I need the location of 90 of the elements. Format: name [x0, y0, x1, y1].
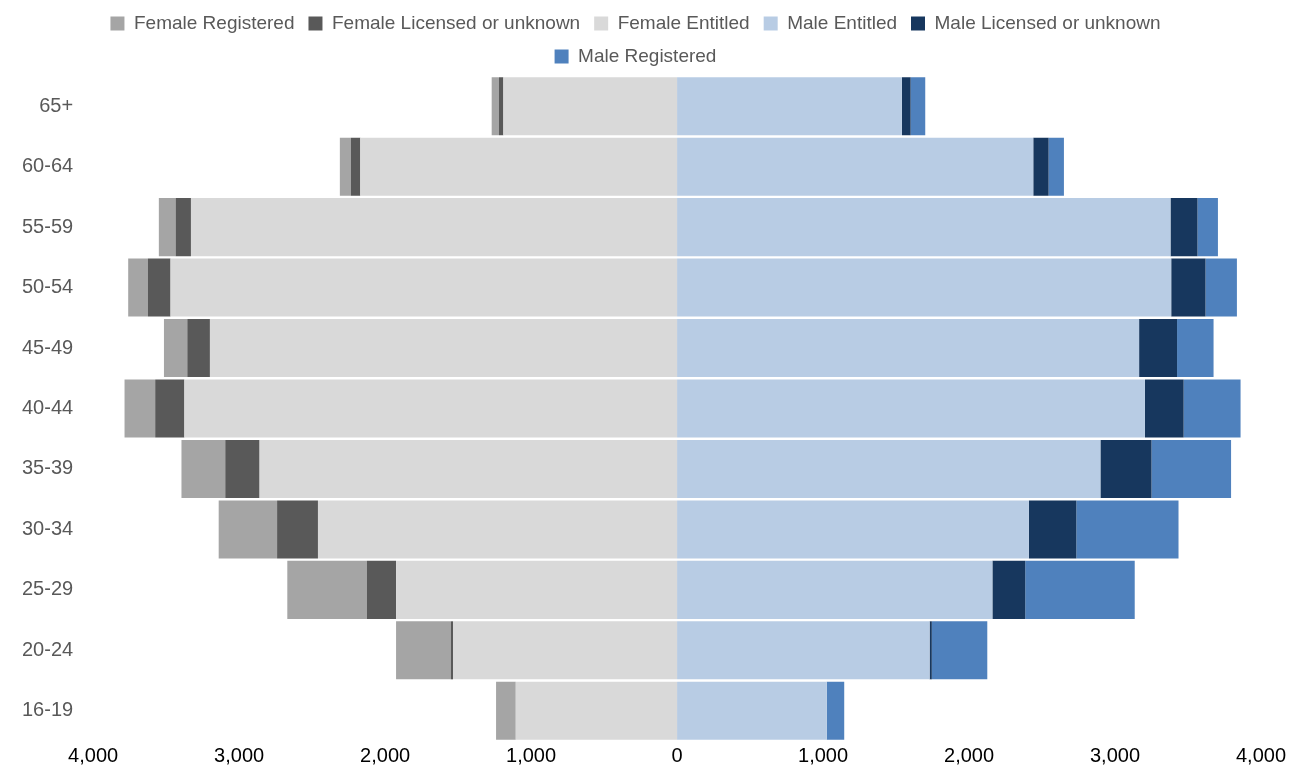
- y-tick-label: 30-34: [22, 516, 74, 539]
- bar: [396, 560, 678, 619]
- bar: [1183, 379, 1241, 438]
- bar: [1028, 500, 1077, 559]
- y-tick-label: 40-44: [22, 396, 74, 419]
- bar: [1076, 500, 1179, 559]
- bar: [1139, 319, 1178, 378]
- x-tick-label: 2,000: [944, 743, 995, 766]
- bar: [350, 137, 361, 196]
- y-tick-label: 45-49: [22, 335, 74, 358]
- bar: [491, 77, 499, 136]
- x-tick-label: 1,000: [798, 743, 849, 766]
- bar: [339, 137, 351, 196]
- legend-label: Female Entitled: [617, 11, 750, 33]
- y-tick-label: 16-19: [22, 698, 74, 721]
- bar: [1151, 439, 1232, 498]
- bar: [677, 258, 1172, 317]
- legend-label: Male Registered: [578, 44, 717, 66]
- bar: [287, 560, 367, 619]
- bar: [190, 198, 678, 257]
- bar: [1171, 258, 1206, 317]
- legend-label: Female Licensed or unknown: [331, 11, 581, 33]
- bar: [826, 681, 845, 740]
- bar: [931, 621, 988, 680]
- y-tick-label: 20-24: [22, 637, 74, 660]
- y-tick-label: 50-54: [22, 275, 74, 298]
- bar: [158, 198, 176, 257]
- x-tick-label: 3,000: [214, 743, 265, 766]
- legend-label: Female Registered: [133, 11, 295, 33]
- bar: [170, 258, 678, 317]
- x-tick-label: 0: [671, 743, 683, 766]
- x-tick-label: 1,000: [506, 743, 557, 766]
- bar: [1100, 439, 1152, 498]
- x-tick-label: 4,000: [68, 743, 119, 766]
- bar: [187, 319, 210, 378]
- bar: [450, 621, 453, 680]
- bar: [677, 681, 827, 740]
- bar: [498, 77, 504, 136]
- bar: [677, 77, 902, 136]
- y-tick-label: 60-64: [22, 154, 74, 177]
- bar: [677, 500, 1029, 559]
- y-tick-label: 35-39: [22, 456, 74, 479]
- bar: [124, 379, 156, 438]
- bar: [929, 621, 932, 680]
- bar: [360, 137, 678, 196]
- y-tick-label: 55-59: [22, 214, 74, 237]
- bar: [209, 319, 678, 378]
- bar: [225, 439, 260, 498]
- bar: [992, 560, 1026, 619]
- bar: [910, 77, 926, 136]
- bar: [163, 319, 188, 378]
- bar: [175, 198, 191, 257]
- bar: [1197, 198, 1218, 257]
- bar: [259, 439, 678, 498]
- bar: [155, 379, 185, 438]
- bar: [366, 560, 397, 619]
- bar: [503, 77, 678, 136]
- bar: [1170, 198, 1198, 257]
- bar: [677, 137, 1034, 196]
- bar: [496, 681, 516, 740]
- bar: [677, 319, 1140, 378]
- bar: [128, 258, 148, 317]
- y-tick-label: 65+: [39, 93, 74, 116]
- bar: [277, 500, 318, 559]
- bar: [147, 258, 171, 317]
- bar: [1177, 319, 1214, 378]
- bar: [181, 439, 226, 498]
- bar: [677, 198, 1171, 257]
- legend-label: Male Licensed or unknown: [934, 11, 1161, 33]
- bar: [1025, 560, 1135, 619]
- bar: [677, 560, 993, 619]
- bar: [218, 500, 278, 559]
- bar: [1048, 137, 1064, 196]
- bar: [677, 379, 1145, 438]
- legend-label: Male Entitled: [787, 11, 898, 33]
- y-tick-label: 25-29: [22, 577, 74, 600]
- bar: [901, 77, 911, 136]
- x-tick-label: 2,000: [360, 743, 411, 766]
- bar: [453, 621, 678, 680]
- x-tick-label: 4,000: [1235, 743, 1287, 766]
- bar: [396, 621, 451, 680]
- bar: [515, 681, 678, 740]
- bar: [677, 621, 930, 680]
- bar: [1033, 137, 1049, 196]
- x-tick-label: 3,000: [1089, 743, 1141, 766]
- bar: [677, 439, 1101, 498]
- bar: [1144, 379, 1184, 438]
- bar: [1205, 258, 1237, 317]
- bar: [317, 500, 678, 559]
- bar: [184, 379, 678, 438]
